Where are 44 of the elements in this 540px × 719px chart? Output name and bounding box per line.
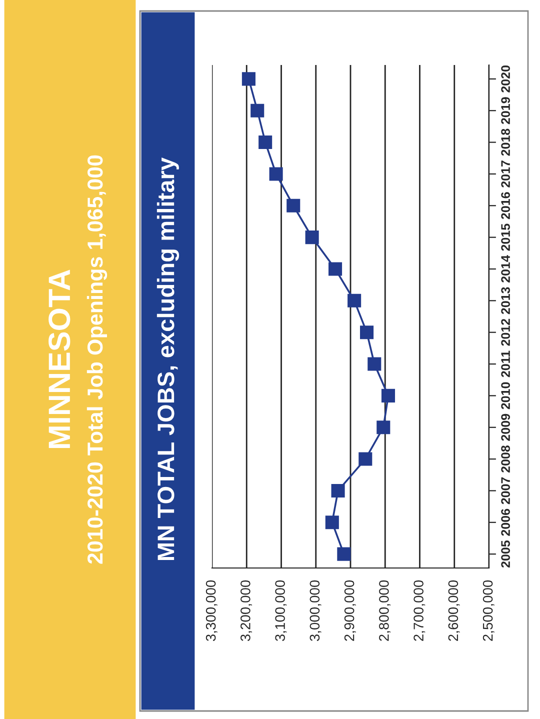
y-tick-label: 2007	[501, 477, 510, 504]
point	[305, 230, 319, 244]
point	[337, 547, 351, 561]
y-tick-label: 2014	[501, 255, 510, 282]
point	[286, 198, 300, 212]
y-tick-label: 2009	[501, 414, 510, 441]
point	[358, 452, 372, 466]
point	[348, 294, 362, 308]
x-tick-label: 2,700,000	[414, 580, 426, 641]
point	[242, 72, 256, 86]
x-tick-label: 2,900,000	[344, 580, 356, 641]
x-tick-label: 2,800,000	[379, 580, 390, 641]
text: MINNESOTA	[48, 270, 70, 448]
x-tick-label: 2,500,000	[482, 580, 494, 641]
y-tick-label: 2015	[501, 224, 510, 251]
y-tick-label: 2008	[501, 446, 510, 473]
text: 2010-2020 Total Job Openings 1,065,000	[86, 155, 108, 564]
y-tick-label: 2013	[501, 287, 510, 314]
y-tick-label: 2019	[501, 97, 510, 124]
x-tick-label: 3,300,000	[206, 580, 218, 642]
y-tick-label: 2006	[501, 508, 510, 536]
point	[269, 167, 283, 181]
point	[381, 388, 396, 402]
y-tick-label: 2020	[501, 66, 510, 92]
text: MN TOTAL JOBS, excluding military	[156, 158, 180, 560]
x-tick-label: 3,200,000	[240, 580, 252, 642]
y-tick-label: 2005	[501, 540, 510, 568]
point	[250, 104, 264, 118]
y-tick-label: 2017	[501, 160, 510, 188]
point	[376, 420, 390, 434]
point	[325, 516, 339, 530]
point	[360, 326, 374, 340]
y-tick-label: 2010	[501, 382, 510, 410]
x-tick-label: 3,000,000	[310, 580, 322, 642]
point	[328, 262, 342, 276]
y-tick-label: 2011	[501, 350, 510, 378]
point	[368, 357, 382, 371]
y-tick-label: 2016	[501, 192, 510, 220]
y-tick-label: 2018	[501, 128, 510, 156]
point	[331, 484, 345, 498]
x-tick-label: 3,100,000	[275, 580, 287, 642]
x-tick-label: 2,600,000	[448, 580, 460, 641]
point	[258, 136, 272, 150]
y-tick-label: 2012	[501, 318, 510, 346]
